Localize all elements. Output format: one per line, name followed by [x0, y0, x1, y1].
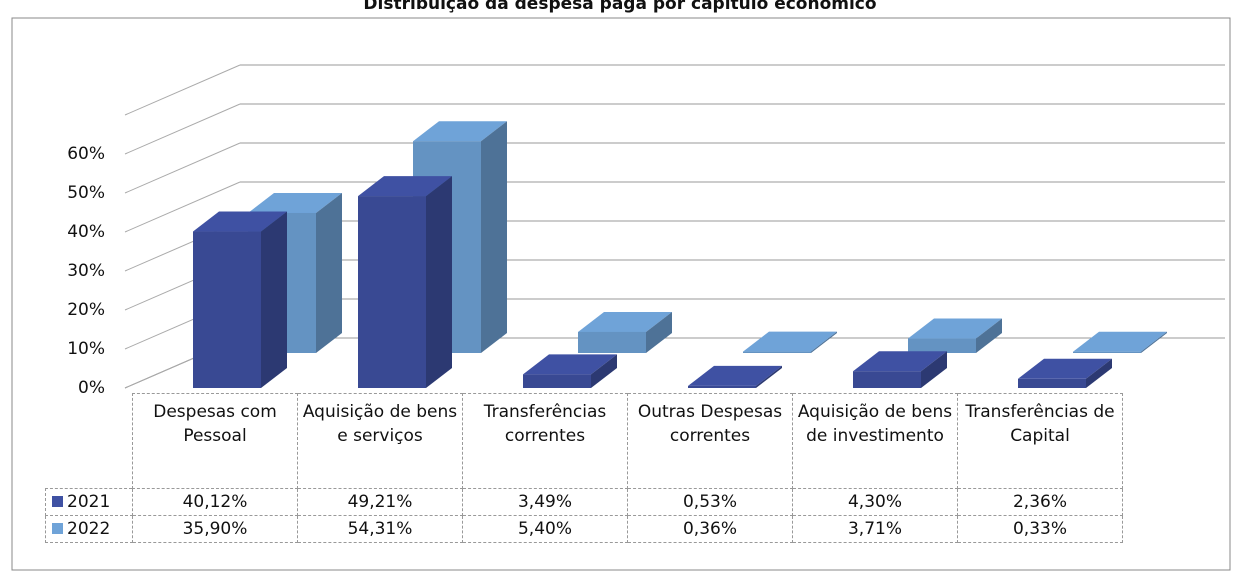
- legend-entry: 2021: [45, 488, 133, 516]
- x-tick-label: Outras Despesas correntes: [627, 393, 793, 489]
- y-tick-label: 40%: [67, 222, 105, 242]
- grid-line: [124, 64, 241, 116]
- data-label: 3,49%: [462, 488, 628, 516]
- data-label: 2,36%: [957, 488, 1123, 516]
- bar: [523, 374, 591, 388]
- bar-side: [591, 354, 617, 388]
- y-tick-label: 20%: [67, 300, 105, 320]
- bar-top: [523, 354, 617, 375]
- bar: [1073, 351, 1141, 353]
- data-table: Despesas com Pessoal Aquisição de bens e …: [45, 393, 1123, 543]
- bar-side: [976, 318, 1002, 353]
- y-tick-label: 50%: [67, 183, 105, 203]
- y-tick-label: 30%: [67, 261, 105, 281]
- bar-side: [1141, 331, 1167, 353]
- chart-title: Distribuição da despesa paga por capítul…: [363, 0, 876, 14]
- data-label: 35,90%: [132, 515, 298, 543]
- y-tick-label: 10%: [67, 339, 105, 359]
- bar-side: [481, 121, 507, 353]
- bar-side: [316, 192, 342, 353]
- bar-side: [646, 311, 672, 353]
- bar-side: [261, 211, 287, 388]
- bar: [1018, 378, 1086, 388]
- bar: [853, 371, 921, 388]
- legend-key: [52, 523, 63, 534]
- bar-top: [413, 121, 507, 142]
- bar-side: [1086, 358, 1112, 388]
- bar-side: [756, 365, 782, 388]
- legend-key: [52, 496, 63, 507]
- data-label: 4,30%: [792, 488, 958, 516]
- grid-line: [124, 142, 241, 194]
- bar: [743, 351, 811, 353]
- data-label: 0,53%: [627, 488, 793, 516]
- bar-top: [908, 318, 1002, 339]
- corner: [46, 394, 133, 489]
- data-label: 3,71%: [792, 515, 958, 543]
- data-label: 5,40%: [462, 515, 628, 543]
- grid-line: [124, 103, 241, 155]
- legend-entry: 2022: [45, 515, 133, 543]
- bar-top: [1073, 331, 1167, 352]
- bar: [908, 338, 976, 353]
- bar-top: [248, 192, 342, 213]
- x-tick-label: Transferências correntes: [462, 393, 628, 489]
- bar-top: [743, 331, 837, 352]
- table-row: 2022 35,90% 54,31% 5,40% 0,36% 3,71% 0,33%: [45, 515, 1123, 543]
- bar-side: [921, 351, 947, 388]
- x-tick-label: Aquisição de bens de investimento: [792, 393, 958, 489]
- data-label: 54,31%: [297, 515, 463, 543]
- data-label: 0,33%: [957, 515, 1123, 543]
- legend-label: 2022: [67, 519, 111, 539]
- bar-side: [811, 331, 837, 353]
- bar: [358, 196, 426, 388]
- grid-line: [124, 181, 241, 233]
- x-tick-label: Aquisição de bens e serviços: [297, 393, 463, 489]
- data-label: 0,36%: [627, 515, 793, 543]
- bar-top: [578, 311, 672, 332]
- bar-top: [853, 351, 947, 372]
- y-tick-label: 60%: [67, 144, 105, 164]
- bar: [578, 331, 646, 353]
- bar-top: [1018, 358, 1112, 379]
- bar-top: [358, 176, 452, 197]
- bar-top: [688, 365, 782, 386]
- table-row: 2021 40,12% 49,21% 3,49% 0,53% 4,30% 2,36%: [45, 488, 1123, 516]
- x-tick-label: Despesas com Pessoal: [132, 393, 298, 489]
- bar-top: [193, 211, 287, 232]
- x-tick-label: Transferências de Capital: [957, 393, 1123, 489]
- data-label: 49,21%: [297, 488, 463, 516]
- bar: [688, 385, 756, 388]
- chart-frame: [11, 17, 1231, 571]
- legend-label: 2021: [67, 492, 111, 512]
- data-label: 40,12%: [132, 488, 298, 516]
- bar-side: [426, 176, 452, 388]
- bar: [193, 231, 261, 388]
- y-tick-label: 0%: [78, 378, 105, 398]
